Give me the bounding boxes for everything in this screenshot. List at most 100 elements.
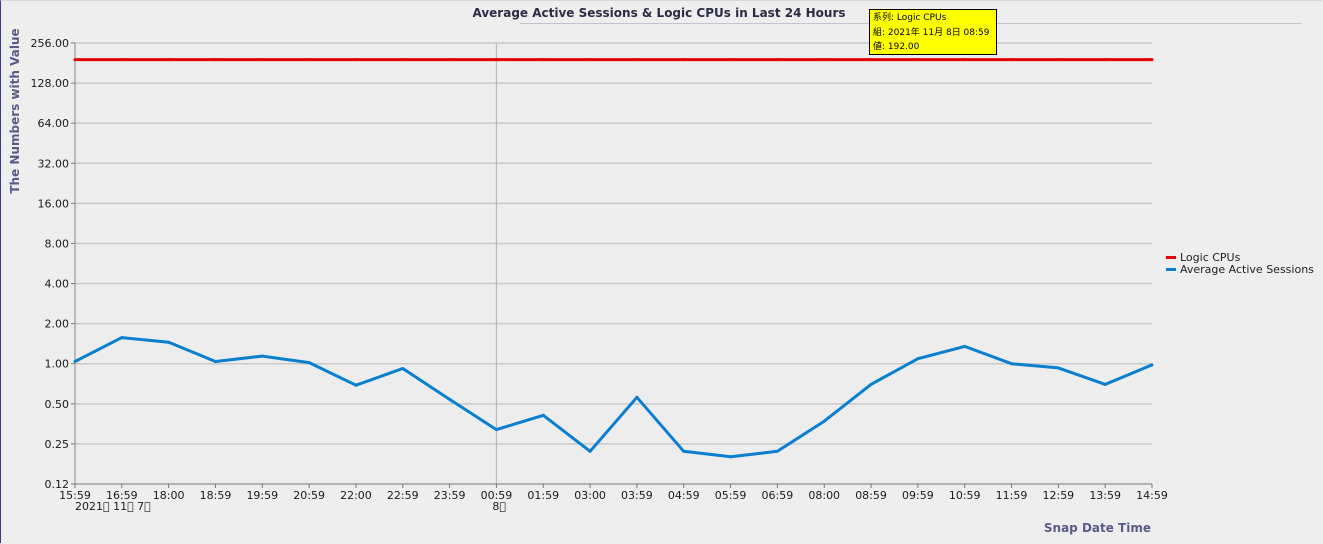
y-tick-label: 0.25 bbox=[45, 438, 70, 451]
x-axis-title: Snap Date Time bbox=[1043, 521, 1151, 535]
data-point bbox=[494, 428, 498, 432]
data-point bbox=[167, 340, 171, 344]
y-tick-label: 0.50 bbox=[45, 398, 70, 411]
data-point bbox=[448, 58, 452, 62]
legend-swatch-average-active-sessions bbox=[1166, 267, 1176, 271]
x-tick-label: 13:59 bbox=[1089, 489, 1121, 502]
data-point bbox=[869, 382, 873, 386]
data-point bbox=[354, 383, 358, 387]
x-tick-label: 11:59 bbox=[996, 489, 1028, 502]
x-tick-label: 20:59 bbox=[293, 489, 325, 502]
x-tick-label: 23:59 bbox=[434, 489, 466, 502]
y-tick-label: 256.00 bbox=[31, 37, 70, 50]
data-point bbox=[401, 367, 405, 371]
x-tick-label: 09:59 bbox=[902, 489, 934, 502]
x-tick-label: 14:59 bbox=[1136, 489, 1168, 502]
x-tick-label: 15:59 bbox=[59, 489, 91, 502]
x-tick-label: 00:59 bbox=[481, 489, 513, 502]
date-label-first-day: 2021  11  7  bbox=[75, 500, 151, 513]
data-point bbox=[73, 58, 77, 62]
data-point bbox=[401, 58, 405, 62]
data-point bbox=[775, 449, 779, 453]
data-point bbox=[588, 58, 592, 62]
y-tick-label: 2.00 bbox=[45, 318, 70, 331]
data-point bbox=[822, 58, 826, 62]
series-line-average-active-sessions bbox=[74, 336, 1153, 459]
x-tick-label: 08:00 bbox=[808, 489, 840, 502]
data-point bbox=[1010, 362, 1014, 366]
x-tick-label: 03:00 bbox=[574, 489, 606, 502]
data-point bbox=[541, 58, 545, 62]
date-label-second-day: 8  bbox=[492, 500, 507, 513]
data-point bbox=[635, 58, 639, 62]
data-point bbox=[307, 361, 311, 365]
data-point bbox=[1056, 366, 1060, 370]
x-tick-label: 04:59 bbox=[668, 489, 700, 502]
data-point bbox=[682, 449, 686, 453]
data-point bbox=[963, 344, 967, 348]
legend-label-logic-cpus: Logic CPUs bbox=[1180, 250, 1241, 264]
data-point bbox=[354, 58, 358, 62]
y-tick-label: 4.00 bbox=[45, 278, 70, 291]
data-point bbox=[588, 449, 592, 453]
data-point bbox=[916, 357, 920, 361]
data-point bbox=[1150, 363, 1154, 367]
y-tick-label: 64.00 bbox=[38, 117, 70, 130]
y-tick-label: 32.00 bbox=[38, 157, 70, 170]
data-point bbox=[822, 419, 826, 423]
data-point bbox=[260, 58, 264, 62]
plot-area bbox=[75, 43, 1152, 484]
legend: Logic CPUs Average Active Sessions bbox=[1166, 250, 1314, 276]
legend-item-average-active-sessions[interactable]: Average Active Sessions bbox=[1166, 262, 1314, 276]
data-point bbox=[213, 58, 217, 62]
data-point bbox=[213, 359, 217, 363]
data-point bbox=[1103, 58, 1107, 62]
data-point bbox=[260, 354, 264, 358]
y-tick-label: 0.12 bbox=[45, 478, 70, 491]
tooltip-value: 値: 192.00 bbox=[873, 42, 920, 52]
data-point bbox=[448, 397, 452, 401]
data-point bbox=[1103, 382, 1107, 386]
legend-label-average-active-sessions: Average Active Sessions bbox=[1180, 262, 1314, 276]
data-point bbox=[963, 58, 967, 62]
y-tick-label: 8.00 bbox=[45, 237, 70, 250]
x-tick-label: 19:59 bbox=[246, 489, 278, 502]
y-tick-label: 1.00 bbox=[45, 358, 70, 371]
legend-item-logic-cpus[interactable]: Logic CPUs bbox=[1166, 250, 1314, 264]
data-point bbox=[541, 413, 545, 417]
data-point bbox=[869, 58, 873, 62]
chart-title: Average Active Sessions & Logic CPUs in … bbox=[472, 6, 846, 20]
x-tick-label: 18:59 bbox=[200, 489, 232, 502]
data-point bbox=[307, 58, 311, 62]
data-point-tooltip: 系列: Logic CPUs 組: 2021年 11月 8日 08:59 値: … bbox=[869, 9, 997, 55]
data-point bbox=[494, 58, 498, 62]
data-point bbox=[73, 359, 77, 363]
x-tick-label: 22:00 bbox=[340, 489, 372, 502]
data-point bbox=[120, 58, 124, 62]
data-point bbox=[682, 58, 686, 62]
data-point bbox=[1010, 58, 1014, 62]
data-point bbox=[775, 58, 779, 62]
tooltip-series: 系列: Logic CPUs bbox=[873, 13, 947, 23]
x-tick-label: 01:59 bbox=[527, 489, 559, 502]
x-tick-label: 16:59 bbox=[106, 489, 138, 502]
x-tick-label: 06:59 bbox=[762, 489, 794, 502]
data-point bbox=[729, 58, 733, 62]
data-point bbox=[916, 58, 920, 62]
data-point bbox=[167, 58, 171, 62]
x-tick-label: 18:00 bbox=[153, 489, 185, 502]
data-point bbox=[1150, 58, 1154, 62]
tooltip-group: 組: 2021年 11月 8日 08:59 bbox=[873, 27, 990, 38]
data-point bbox=[635, 395, 639, 399]
x-tick-label: 05:59 bbox=[715, 489, 747, 502]
data-point bbox=[120, 336, 124, 340]
x-tick-label: 22:59 bbox=[387, 489, 419, 502]
y-tick-label: 16.00 bbox=[38, 197, 70, 210]
y-tick-label: 128.00 bbox=[31, 77, 70, 90]
x-tick-label: 12:59 bbox=[1042, 489, 1074, 502]
x-tick-label: 08:59 bbox=[855, 489, 887, 502]
x-tick-label: 03:59 bbox=[621, 489, 653, 502]
x-tick-label: 10:59 bbox=[949, 489, 981, 502]
